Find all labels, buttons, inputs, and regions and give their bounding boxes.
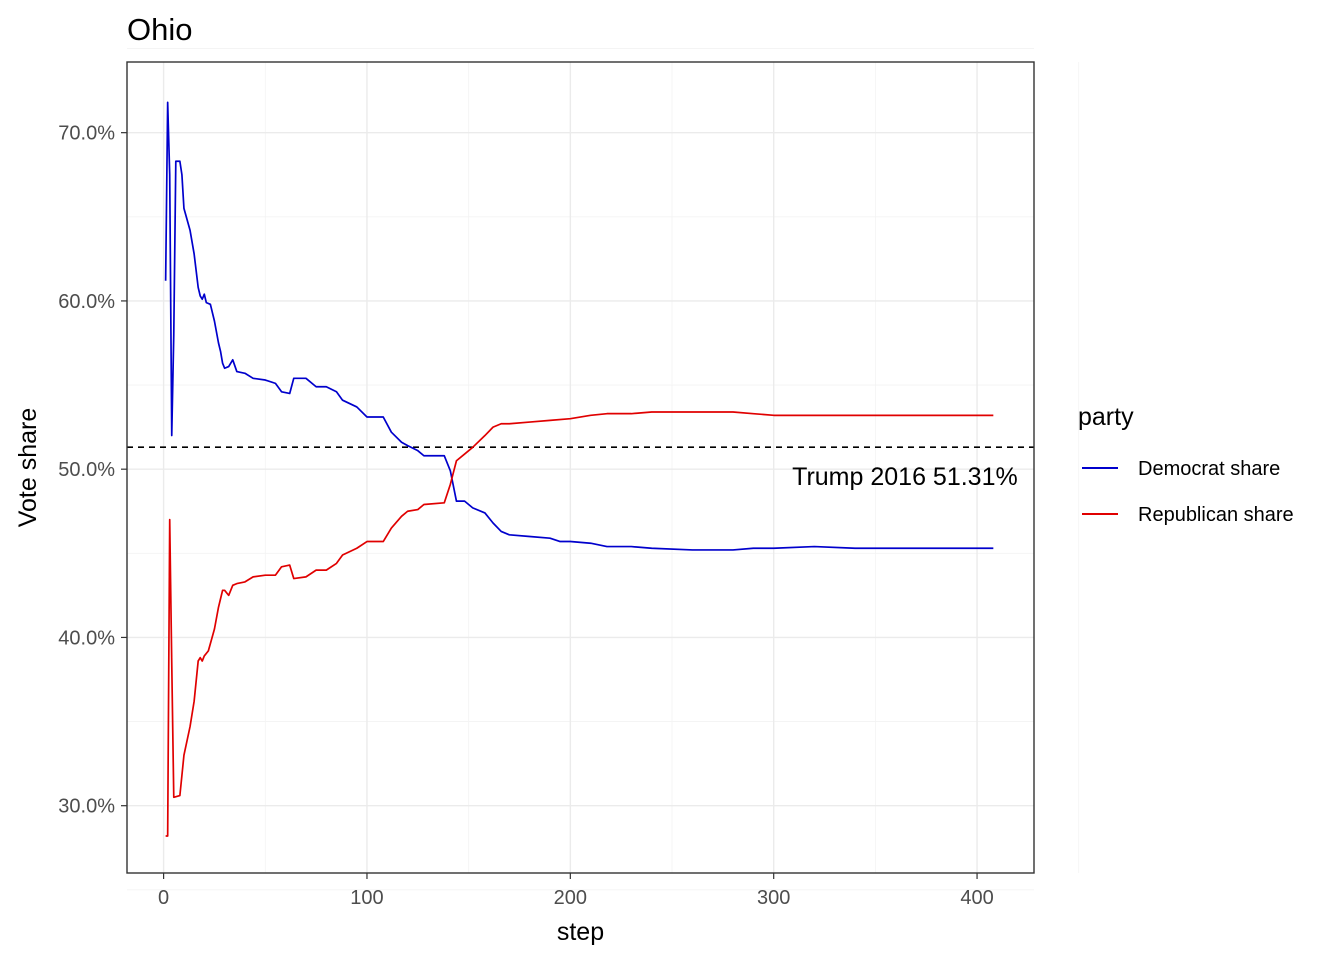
- x-tick-label: 300: [757, 887, 790, 909]
- y-tick-label: 70.0%: [58, 123, 115, 145]
- x-axis-ticks: 0 100 200 300 400: [158, 873, 994, 909]
- grid-lines: [127, 48, 1080, 891]
- x-tick-label: 0: [158, 887, 169, 909]
- y-tick-label: 50.0%: [58, 459, 115, 481]
- y-tick-label: 30.0%: [58, 796, 115, 818]
- legend-title: party: [1078, 403, 1134, 431]
- chart-title: Ohio: [127, 12, 192, 47]
- reference-line-label: Trump 2016 51.31%: [792, 463, 1018, 491]
- x-tick-label: 200: [554, 887, 587, 909]
- x-tick-label: 100: [350, 887, 383, 909]
- republican-share-line: [165, 411, 994, 837]
- x-axis-label: step: [557, 918, 604, 946]
- legend-label-republican: Republican share: [1138, 504, 1294, 526]
- reference-line-group: Trump 2016 51.31%: [127, 446, 1034, 491]
- plot-panel-border: [126, 61, 1035, 874]
- x-tick-label: 400: [960, 887, 993, 909]
- democrat-share-line: [164, 101, 994, 551]
- series-lines: [164, 101, 994, 837]
- y-tick-label: 60.0%: [58, 291, 115, 313]
- y-axis-ticks: 30.0% 40.0% 50.0% 60.0% 70.0%: [58, 123, 127, 818]
- y-tick-label: 40.0%: [58, 627, 115, 649]
- legend: party Democrat share Republican share: [1078, 403, 1294, 526]
- y-axis-label: Vote share: [14, 408, 42, 528]
- legend-label-democrat: Democrat share: [1138, 458, 1280, 480]
